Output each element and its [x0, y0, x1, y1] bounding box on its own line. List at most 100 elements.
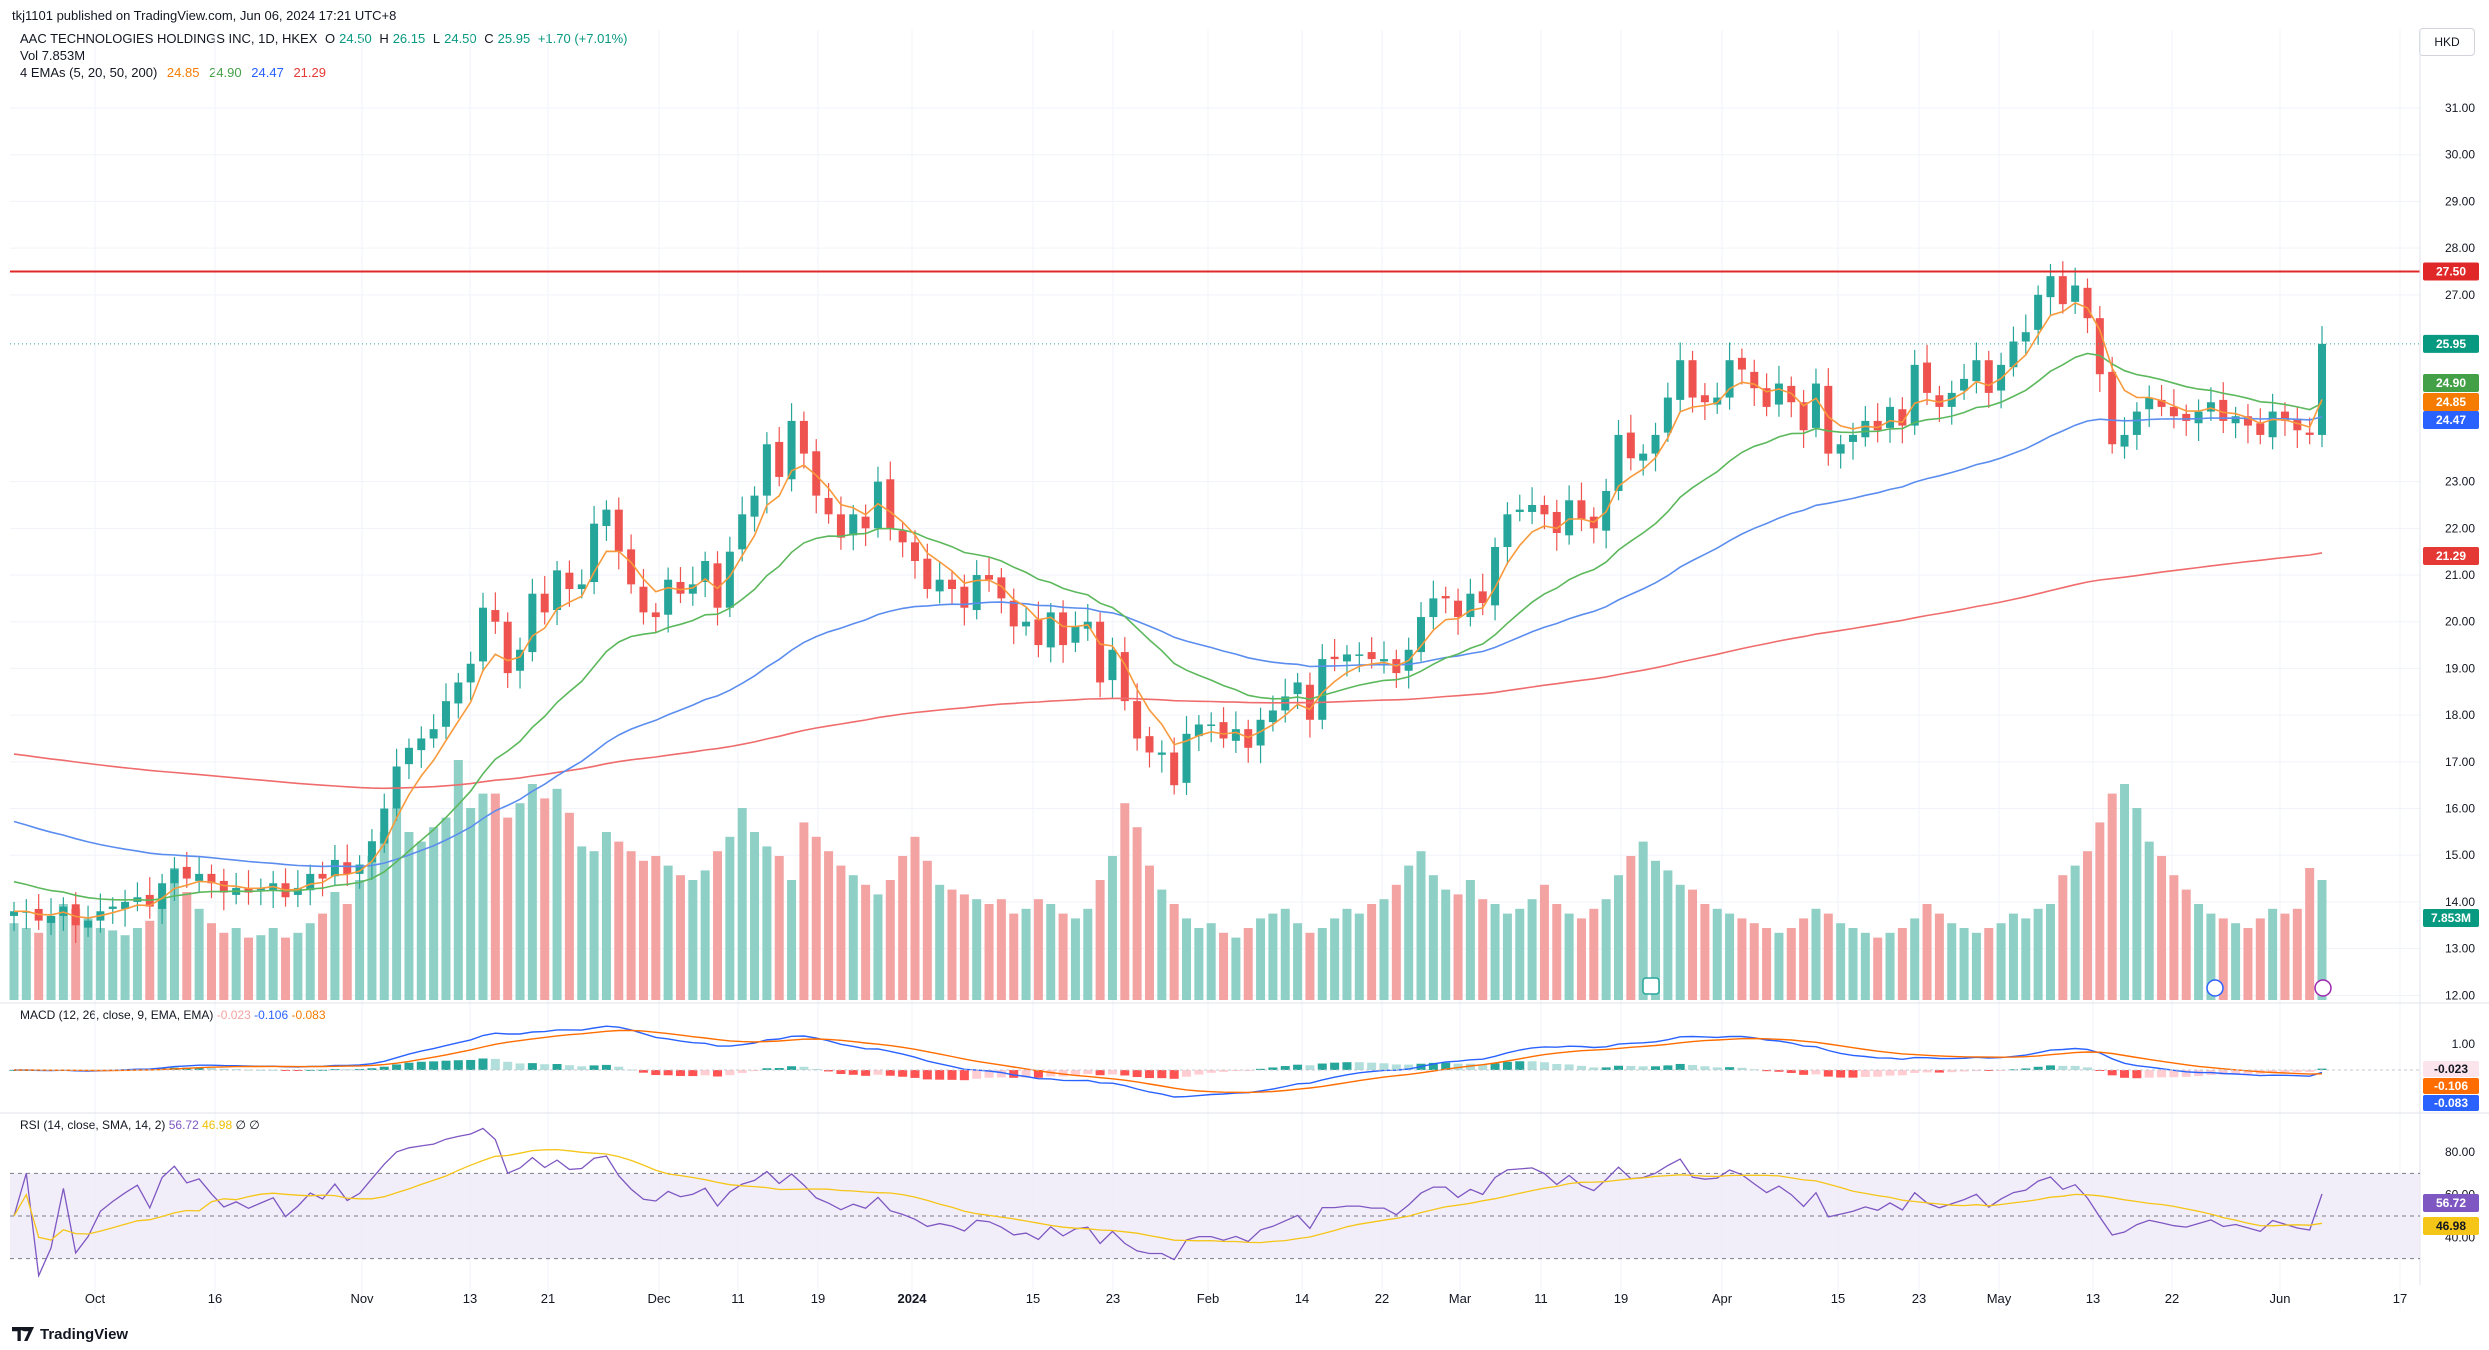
- candle-body: [627, 549, 636, 585]
- volume-bar: [1786, 928, 1796, 1000]
- candle-body: [1700, 395, 1709, 403]
- close-value: 25.95: [497, 31, 531, 46]
- resistance-badge-bg: [2423, 262, 2479, 281]
- macd-hist-bar: [725, 1070, 735, 1076]
- rsi-label[interactable]: RSI (14, close, SMA, 14, 2): [20, 1118, 166, 1132]
- candle-body: [1342, 654, 1351, 662]
- macd-hist-bar: [392, 1064, 402, 1070]
- candle-body: [1034, 619, 1043, 646]
- rsi-tick-label: 80.00: [2445, 1145, 2475, 1159]
- volume-bar: [910, 836, 920, 1000]
- volume-bar: [342, 904, 352, 1000]
- last-price-badge-bg: [2423, 334, 2479, 353]
- volume-bar: [2144, 841, 2154, 1000]
- macd-hist-bar: [1996, 1070, 2006, 1071]
- earnings-marker: [1642, 977, 1660, 995]
- macd-histogram: [9, 1058, 2327, 1081]
- macd-hist-bar: [441, 1060, 451, 1070]
- macd-hist-bar: [1305, 1065, 1315, 1070]
- volume-bar: [638, 860, 648, 1000]
- candle-body: [565, 572, 574, 590]
- candle-body: [873, 481, 882, 529]
- candle-body: [1515, 509, 1524, 512]
- macd-hist-bar: [1465, 1063, 1475, 1070]
- ema200-value: 21.29: [293, 65, 326, 80]
- macd-hist-bar: [219, 1068, 229, 1070]
- volume-badge: 7.853M: [2431, 911, 2471, 925]
- candle-body: [1972, 360, 1981, 382]
- volume-bar: [1712, 908, 1722, 1000]
- macd-hist-bar: [1626, 1065, 1636, 1070]
- candle-body: [1478, 591, 1487, 604]
- volume-bar: [2218, 918, 2228, 1000]
- macd-hist-bar: [700, 1070, 710, 1076]
- macd-hist-bar: [367, 1068, 377, 1070]
- macd-hist-bar: [2082, 1067, 2092, 1070]
- candle-body: [688, 584, 697, 594]
- candle-body: [71, 904, 80, 926]
- candle-body: [516, 649, 525, 671]
- volume-bar: [675, 875, 685, 1000]
- volume-bar: [46, 916, 56, 1000]
- candle-body: [2206, 402, 2215, 412]
- chart-legend: AAC TECHNOLOGIES HOLDINGS INC, 1D, HKEX …: [20, 30, 635, 81]
- candle-body: [1676, 360, 1685, 400]
- volume-bar: [58, 904, 68, 1000]
- candle-body: [1577, 500, 1586, 519]
- candle-body: [1417, 617, 1426, 653]
- candle-body: [886, 479, 895, 529]
- candle-body: [824, 497, 833, 515]
- volume-bar: [601, 832, 611, 1000]
- candle-body: [738, 514, 747, 550]
- volume-bar: [2107, 793, 2117, 1000]
- volume-bar: [268, 928, 278, 1000]
- volume-bar: [1021, 908, 1031, 1000]
- macd-label[interactable]: MACD (12, 26, close, 9, EMA, EMA): [20, 1008, 214, 1022]
- ema20-line: [13, 352, 2323, 902]
- macd-hist-bar: [1441, 1062, 1451, 1070]
- macd-hist-bar: [404, 1062, 414, 1070]
- volume-bar: [330, 892, 340, 1000]
- volume-bar: [1083, 908, 1093, 1000]
- volume-bar: [1971, 932, 1981, 1000]
- tradingview-logo[interactable]: TradingView: [12, 1326, 128, 1343]
- volume-bar: [2231, 923, 2241, 1000]
- candle-body: [2083, 287, 2092, 319]
- candle-body: [219, 880, 228, 893]
- symbol-title[interactable]: AAC TECHNOLOGIES HOLDINGS INC, 1D, HKEX: [20, 31, 318, 46]
- macd-hist-bar: [959, 1070, 969, 1081]
- volume-bar: [83, 918, 93, 1000]
- macd-hist-bar: [663, 1070, 673, 1076]
- candle-body: [2071, 285, 2080, 302]
- rsi-line: [13, 1127, 2323, 1279]
- rsi-legend: RSI (14, close, SMA, 14, 2) 56.72 46.98 …: [20, 1118, 260, 1132]
- macd-hist-bar: [1095, 1070, 1105, 1076]
- volume-bar: [959, 894, 969, 1000]
- volume-bar: [2132, 808, 2142, 1000]
- macd-hist-bar: [1749, 1069, 1759, 1071]
- volume-bar: [1749, 923, 1759, 1000]
- volume-bar: [1934, 913, 1944, 1000]
- vol-label[interactable]: Vol: [20, 48, 39, 63]
- candle-body: [1910, 364, 1919, 426]
- macd-hist-bar: [1811, 1070, 1821, 1075]
- macd-hist-bar: [1120, 1070, 1130, 1076]
- volume-bar: [305, 923, 315, 1000]
- open-value: 24.50: [339, 31, 372, 46]
- volume-bar: [1293, 923, 1303, 1000]
- candle-body: [1737, 357, 1746, 370]
- ema-label[interactable]: 4 EMAs (5, 20, 50, 200): [20, 65, 158, 80]
- macd-hist-bar: [1194, 1070, 1204, 1075]
- price-tick-label: 27.00: [2445, 288, 2475, 302]
- candle-body: [1836, 444, 1845, 454]
- volume-bar: [935, 884, 945, 1000]
- volume-bar: [725, 836, 735, 1000]
- macd-hist-bar: [996, 1070, 1006, 1078]
- candle-body: [1848, 434, 1857, 442]
- candle-body: [2280, 411, 2289, 421]
- candle-body: [2256, 423, 2265, 435]
- last-price-badge: 25.95: [2436, 337, 2466, 351]
- macd-hist-bar: [1848, 1070, 1858, 1078]
- macd-hist-bar: [638, 1070, 648, 1073]
